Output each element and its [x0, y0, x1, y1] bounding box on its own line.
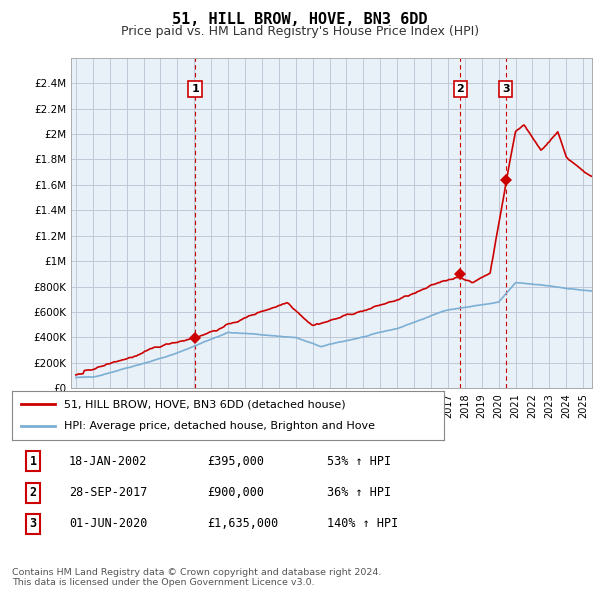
Text: £395,000: £395,000: [207, 455, 264, 468]
Text: 2: 2: [29, 486, 37, 499]
Text: 18-JAN-2002: 18-JAN-2002: [69, 455, 148, 468]
Text: 51, HILL BROW, HOVE, BN3 6DD: 51, HILL BROW, HOVE, BN3 6DD: [172, 12, 428, 27]
Text: 01-JUN-2020: 01-JUN-2020: [69, 517, 148, 530]
Text: £1,635,000: £1,635,000: [207, 517, 278, 530]
Text: 36% ↑ HPI: 36% ↑ HPI: [327, 486, 391, 499]
Text: 28-SEP-2017: 28-SEP-2017: [69, 486, 148, 499]
Text: HPI: Average price, detached house, Brighton and Hove: HPI: Average price, detached house, Brig…: [64, 421, 375, 431]
Text: 1: 1: [191, 84, 199, 94]
Text: 140% ↑ HPI: 140% ↑ HPI: [327, 517, 398, 530]
Text: 53% ↑ HPI: 53% ↑ HPI: [327, 455, 391, 468]
Text: 1: 1: [29, 455, 37, 468]
Text: Price paid vs. HM Land Registry's House Price Index (HPI): Price paid vs. HM Land Registry's House …: [121, 25, 479, 38]
Text: Contains HM Land Registry data © Crown copyright and database right 2024.
This d: Contains HM Land Registry data © Crown c…: [12, 568, 382, 587]
Text: 51, HILL BROW, HOVE, BN3 6DD (detached house): 51, HILL BROW, HOVE, BN3 6DD (detached h…: [64, 399, 346, 409]
Text: 2: 2: [457, 84, 464, 94]
Text: 3: 3: [502, 84, 509, 94]
Text: 3: 3: [29, 517, 37, 530]
Text: £900,000: £900,000: [207, 486, 264, 499]
